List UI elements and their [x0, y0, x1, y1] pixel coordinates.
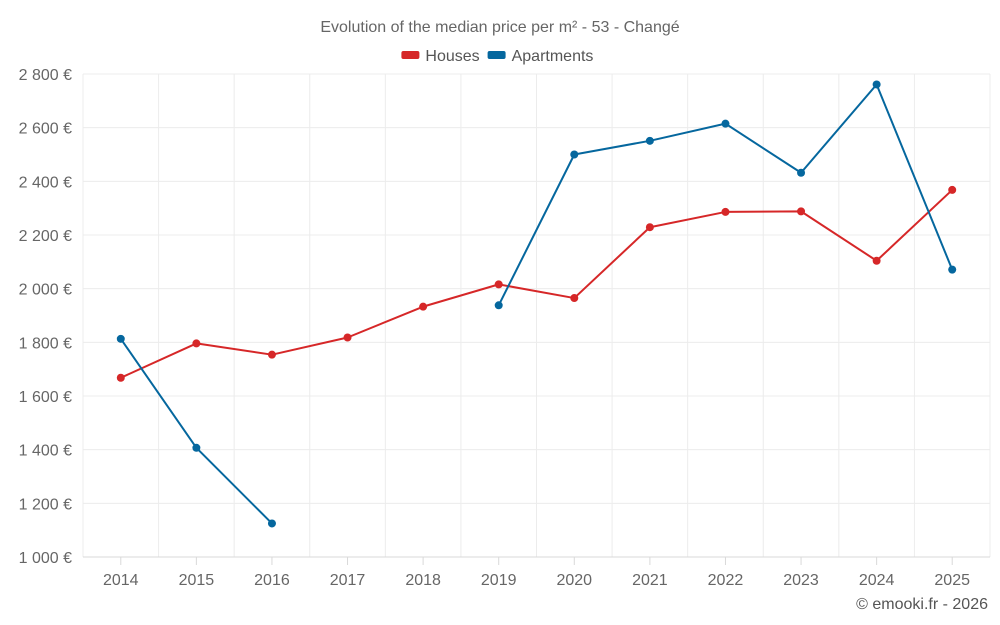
- y-tick-label: 2 200 €: [19, 228, 72, 245]
- data-point: [645, 136, 654, 145]
- data-point: [192, 443, 201, 452]
- y-tick-label: 1 000 €: [19, 550, 72, 567]
- y-tick-label: 1 200 €: [19, 496, 72, 513]
- series-apartments: [116, 80, 957, 528]
- legend-swatch: [401, 51, 420, 59]
- y-tick-label: 2 400 €: [19, 174, 72, 191]
- y-tick-label: 1 400 €: [19, 443, 72, 460]
- data-point: [267, 519, 276, 528]
- data-point: [494, 280, 503, 289]
- legend-item-apartments: Apartments: [487, 48, 594, 65]
- x-tick-label: 2023: [783, 572, 819, 589]
- data-point: [570, 294, 579, 303]
- x-tick-label: 2024: [859, 572, 895, 589]
- legend-label: Apartments: [512, 48, 594, 65]
- legend: Houses Apartments: [401, 48, 593, 65]
- gridlines: [82, 73, 991, 558]
- data-point: [645, 223, 654, 232]
- data-point: [419, 302, 428, 311]
- y-tick-label: 1 800 €: [19, 335, 72, 352]
- x-tick-label: 2017: [330, 572, 366, 589]
- series-line: [120, 189, 953, 379]
- y-tick-label: 1 600 €: [19, 389, 72, 406]
- x-tick-label: 2018: [405, 572, 441, 589]
- y-tick-label: 2 000 €: [19, 282, 72, 299]
- axes: 1 000 € 1 200 € 1 400 € 1 600 € 1 800 € 2 000…: [19, 67, 990, 589]
- x-tick-label: 2022: [708, 572, 744, 589]
- data-point: [192, 339, 201, 348]
- y-tick-label: 2 800 €: [19, 67, 72, 84]
- chart-title: Evolution of the median price per m² - 5…: [320, 19, 679, 36]
- x-tick-label: 2020: [556, 572, 592, 589]
- x-tick-label: 2019: [481, 572, 517, 589]
- data-point: [872, 256, 881, 265]
- legend-item-houses: Houses: [401, 48, 480, 65]
- series-layer: [116, 80, 957, 528]
- data-point: [948, 265, 957, 274]
- data-point: [343, 333, 352, 342]
- series-line: [497, 83, 954, 306]
- x-tick-label: 2015: [179, 572, 215, 589]
- x-tick-label: 2025: [934, 572, 970, 589]
- y-tick-label: 2 600 €: [19, 121, 72, 138]
- x-tick-label: 2016: [254, 572, 290, 589]
- data-point: [570, 150, 579, 159]
- data-point: [116, 373, 125, 382]
- data-point: [267, 350, 276, 359]
- data-point: [797, 207, 806, 216]
- data-point: [116, 334, 125, 343]
- data-point: [494, 301, 503, 310]
- legend-label: Houses: [425, 48, 479, 65]
- legend-swatch: [487, 51, 506, 59]
- data-point: [797, 168, 806, 177]
- x-tick-label: 2021: [632, 572, 668, 589]
- credit-text: © emooki.fr - 2026: [856, 596, 988, 613]
- data-point: [721, 119, 730, 128]
- data-point: [948, 185, 957, 194]
- x-tick-label: 2014: [103, 572, 139, 589]
- data-point: [721, 207, 730, 216]
- data-point: [872, 80, 881, 89]
- series-houses: [116, 185, 957, 382]
